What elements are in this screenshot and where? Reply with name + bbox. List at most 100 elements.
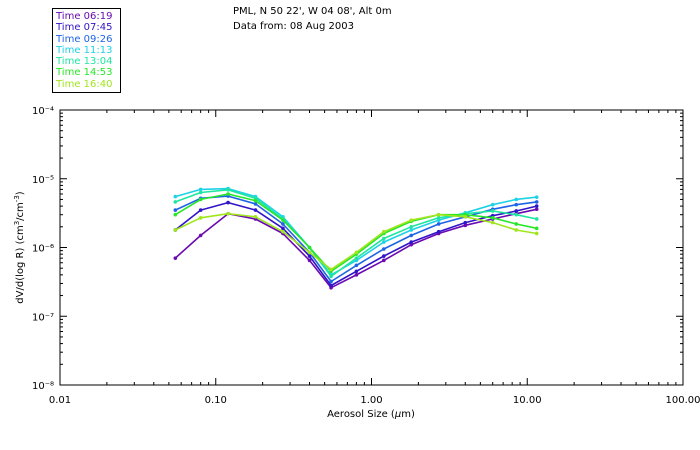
data-point bbox=[226, 211, 230, 216]
data-point bbox=[307, 254, 312, 258]
data-point bbox=[307, 258, 312, 263]
data-point bbox=[173, 228, 178, 232]
data-point bbox=[409, 242, 414, 247]
data-point bbox=[514, 197, 519, 202]
data-point bbox=[436, 229, 441, 234]
data-point bbox=[436, 216, 441, 220]
data-point bbox=[514, 202, 519, 207]
y-tick-label: 10⁻⁸ bbox=[32, 381, 54, 392]
x-tick-label: 100.00 bbox=[666, 395, 700, 406]
data-point bbox=[354, 273, 359, 277]
data-point bbox=[534, 204, 539, 208]
data-point bbox=[226, 188, 230, 192]
data-point bbox=[253, 202, 258, 206]
data-point bbox=[463, 223, 468, 228]
legend-item: Time 13:04 bbox=[56, 56, 113, 68]
data-point bbox=[382, 254, 386, 258]
data-point bbox=[198, 208, 203, 212]
data-point bbox=[329, 279, 333, 284]
data-point bbox=[409, 225, 414, 229]
legend-item: Time 07:45 bbox=[56, 22, 113, 34]
x-tick-label: 1.00 bbox=[360, 395, 382, 406]
x-tick-label: 0.01 bbox=[49, 395, 71, 406]
data-point bbox=[490, 209, 495, 213]
data-point bbox=[329, 283, 333, 288]
data-point bbox=[534, 195, 539, 199]
axis-ticks: 0.01 0.10 1.00 10.00 100.00 10⁻⁸ 10⁻⁷ 10⁻⁶ 10⁻⁵ 1… bbox=[32, 106, 700, 406]
data-point bbox=[173, 200, 178, 204]
data-point bbox=[490, 216, 495, 220]
data-point bbox=[226, 200, 230, 205]
data-point bbox=[198, 197, 203, 202]
x-axis-label: Aerosol Size (µm) bbox=[327, 409, 415, 420]
data-point bbox=[173, 194, 178, 199]
data-point bbox=[198, 233, 203, 238]
data-point bbox=[329, 274, 333, 279]
legend-item: Time 06:19 bbox=[56, 11, 113, 22]
data-point bbox=[281, 218, 285, 222]
data-point bbox=[173, 256, 178, 260]
x-tick-label: 0.10 bbox=[205, 395, 227, 406]
data-point bbox=[198, 190, 203, 195]
data-point bbox=[463, 214, 468, 219]
data-point bbox=[463, 220, 468, 225]
data-point bbox=[382, 247, 386, 251]
legend: Time 06:19 Time 07:45 Time 09:26 Time 11… bbox=[52, 8, 121, 93]
data-point bbox=[307, 250, 312, 255]
data-point bbox=[281, 226, 285, 231]
data-point bbox=[354, 250, 359, 255]
data-point bbox=[382, 240, 386, 244]
data-point bbox=[490, 202, 495, 207]
y-tick-label: 10⁻⁴ bbox=[32, 106, 54, 117]
data-point bbox=[382, 236, 386, 241]
data-point bbox=[514, 209, 519, 213]
data-point bbox=[382, 258, 386, 263]
series-line bbox=[174, 195, 537, 283]
data-point bbox=[534, 207, 539, 212]
data-point bbox=[436, 222, 441, 226]
series-group bbox=[173, 186, 539, 290]
y-tick-label: 10⁻⁵ bbox=[32, 175, 54, 186]
data-point bbox=[514, 222, 519, 226]
data-point bbox=[409, 233, 414, 238]
data-point bbox=[281, 222, 285, 226]
date-label: Data from: 08 Aug 2003 bbox=[233, 21, 354, 32]
legend-item: Time 16:40 bbox=[56, 78, 113, 90]
data-point bbox=[173, 212, 178, 217]
data-point bbox=[226, 192, 230, 196]
station-label: PML, N 50 22', W 04 08', Alt 0m bbox=[233, 6, 392, 17]
data-point bbox=[409, 218, 414, 222]
data-point bbox=[329, 267, 333, 272]
chart-header: PML, N 50 22', W 04 08', Alt 0m Data fro… bbox=[233, 4, 392, 34]
data-point bbox=[198, 216, 203, 220]
data-point bbox=[382, 229, 386, 234]
data-point bbox=[409, 228, 414, 232]
data-point bbox=[354, 263, 359, 268]
data-point bbox=[253, 198, 258, 203]
y-axis-label: dV/d(log R) (cm3/cm-3) bbox=[13, 191, 26, 303]
data-point bbox=[354, 269, 359, 274]
legend-item: Time 14:53 bbox=[56, 67, 113, 79]
data-point bbox=[173, 208, 178, 212]
data-point bbox=[281, 229, 285, 234]
data-point bbox=[514, 212, 519, 217]
data-point bbox=[514, 228, 519, 232]
data-point bbox=[490, 220, 495, 225]
legend-item: Time 11:13 bbox=[56, 44, 113, 56]
data-point bbox=[307, 245, 312, 250]
data-point bbox=[534, 217, 539, 221]
data-point bbox=[534, 200, 539, 204]
y-tick-label: 10⁻⁷ bbox=[32, 312, 54, 323]
data-point bbox=[436, 212, 441, 217]
legend-item: Time 09:26 bbox=[56, 33, 113, 45]
data-point bbox=[354, 256, 359, 260]
data-point bbox=[534, 226, 539, 231]
data-point bbox=[253, 208, 258, 212]
data-point bbox=[534, 231, 539, 236]
data-point bbox=[198, 187, 203, 192]
data-point bbox=[253, 214, 258, 219]
data-point bbox=[409, 240, 414, 244]
y-tick-label: 10⁻⁶ bbox=[32, 244, 54, 255]
x-tick-label: 10.00 bbox=[513, 395, 542, 406]
